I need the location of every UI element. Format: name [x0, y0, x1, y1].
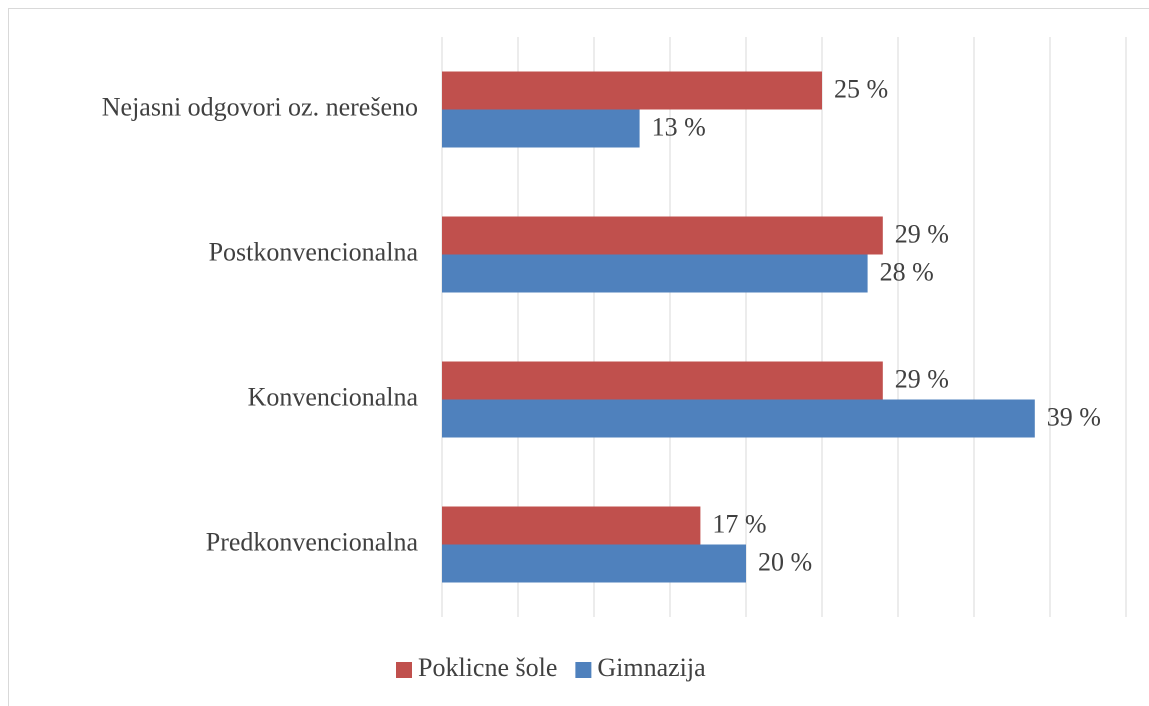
value-label: 20 %: [758, 547, 812, 576]
legend-swatch: [575, 662, 592, 678]
legend-label: Gimnazija: [597, 653, 706, 682]
value-label: 28 %: [880, 257, 934, 286]
category-label: Predkonvencionalna: [206, 527, 419, 556]
bar: [442, 71, 822, 110]
value-label: 13 %: [652, 112, 706, 141]
bar: [442, 506, 701, 545]
category-label: Konvencionalna: [248, 382, 419, 411]
value-label: 25 %: [834, 74, 888, 103]
value-label: 39 %: [1047, 402, 1101, 431]
bar: [442, 216, 883, 255]
bar: [442, 361, 883, 400]
bar: [442, 109, 640, 148]
value-label: 29 %: [895, 364, 949, 393]
chart-border: [8, 8, 1149, 706]
legend-label: Poklicne šole: [418, 653, 557, 682]
value-label: 17 %: [712, 509, 766, 538]
bar: [442, 254, 868, 293]
category-label: Postkonvencionalna: [209, 237, 419, 266]
bar: [442, 544, 746, 583]
category-label: Nejasni odgovori oz. nerešeno: [102, 92, 418, 121]
bar: [442, 399, 1035, 438]
legend-swatch: [396, 662, 412, 678]
value-label: 29 %: [895, 219, 949, 248]
